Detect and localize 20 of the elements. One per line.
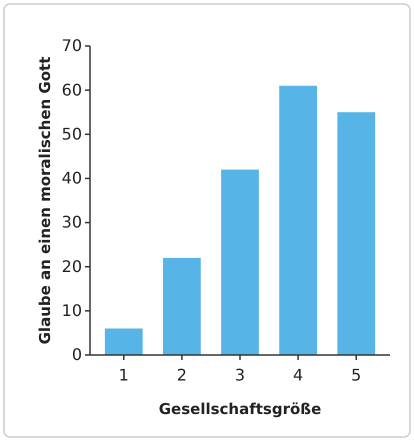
x-axis-title: Gesellschaftsgröße xyxy=(158,400,322,418)
x-tick-label: 5 xyxy=(351,366,362,385)
bar xyxy=(337,112,376,355)
y-tick-label: 0 xyxy=(72,345,82,364)
y-tick-label: 50 xyxy=(62,124,82,144)
bar xyxy=(221,170,259,355)
x-tick-label: 4 xyxy=(293,366,304,385)
x-tick-label: 2 xyxy=(176,366,187,385)
y-tick-label: 70 xyxy=(62,36,82,56)
bar xyxy=(104,328,143,355)
bar xyxy=(279,86,318,355)
x-tick-label: 3 xyxy=(234,366,246,385)
y-tick-label: 60 xyxy=(62,80,82,100)
y-tick-label: 40 xyxy=(62,168,82,188)
y-tick-label: 30 xyxy=(62,212,82,232)
bar xyxy=(162,258,201,355)
y-tick-label: 20 xyxy=(62,256,82,276)
y-axis-title: Glaube an einen moralischen Gott xyxy=(36,56,54,344)
x-tick-label: 1 xyxy=(118,366,129,385)
y-tick-label: 10 xyxy=(62,300,82,320)
